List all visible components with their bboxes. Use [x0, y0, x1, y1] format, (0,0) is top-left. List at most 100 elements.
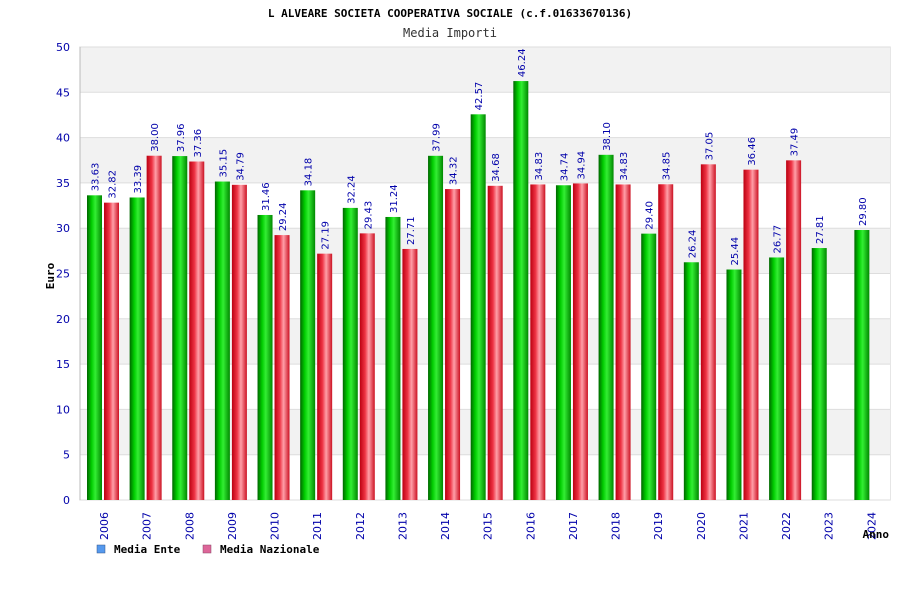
- data-label: 34.32: [449, 156, 460, 185]
- data-label: 32.24: [346, 175, 357, 204]
- y-axis-ticks: 0 5 10 15 20 25 30 35 40 45 50: [56, 41, 70, 507]
- x-tick-label: 2016: [524, 512, 537, 540]
- bar-ente: [428, 155, 444, 500]
- data-label: 33.63: [91, 163, 102, 192]
- data-label: 26.77: [773, 225, 784, 254]
- y-tick-label: 5: [63, 449, 70, 462]
- bar-nazionale: [445, 189, 461, 501]
- y-tick-label: 30: [56, 222, 70, 235]
- bar-nazionale: [231, 184, 247, 500]
- legend-label-media-nazionale: Media Nazionale: [220, 543, 320, 556]
- bar-ente: [385, 216, 401, 500]
- x-tick-label: 2021: [737, 512, 750, 540]
- data-label: 35.15: [218, 149, 229, 178]
- bar-nazionale: [786, 160, 802, 500]
- legend-swatch-media-ente: [96, 544, 106, 554]
- y-tick-label: 15: [56, 358, 70, 371]
- data-label: 34.68: [491, 153, 502, 182]
- data-label: 26.24: [687, 230, 698, 259]
- data-label: 34.83: [619, 152, 630, 181]
- y-tick-label: 25: [56, 268, 70, 281]
- bar-nazionale: [317, 253, 333, 500]
- data-label: 34.79: [235, 152, 246, 181]
- x-tick-label: 2007: [141, 512, 154, 540]
- y-axis-label: Euro: [44, 262, 57, 289]
- data-label: 27.71: [406, 216, 417, 245]
- bar-ente: [513, 81, 529, 500]
- x-tick-label: 2006: [98, 512, 111, 540]
- data-label: 34.85: [662, 152, 673, 181]
- bar-ente: [555, 185, 571, 500]
- data-label: 46.24: [517, 48, 528, 77]
- y-tick-label: 50: [56, 41, 70, 54]
- bar-ente: [342, 207, 358, 501]
- x-tick-label: 2020: [695, 512, 708, 540]
- y-tick-label: 40: [56, 132, 70, 145]
- data-label: 29.80: [858, 197, 869, 226]
- data-label: 29.40: [645, 201, 656, 230]
- bar-ente: [87, 195, 102, 500]
- x-tick-label: 2015: [482, 512, 495, 540]
- x-tick-label: 2013: [396, 512, 409, 540]
- data-label: 37.96: [176, 123, 187, 152]
- bar-ente: [470, 114, 486, 501]
- data-label: 37.99: [432, 123, 443, 152]
- data-label: 32.82: [108, 170, 119, 199]
- bar-nazionale: [530, 184, 546, 501]
- bar-ente: [769, 257, 785, 500]
- bar-ente: [811, 248, 827, 500]
- bar-nazionale: [658, 184, 674, 500]
- data-label: 34.94: [576, 151, 587, 180]
- data-label: 42.57: [474, 82, 485, 111]
- data-label: 34.74: [559, 153, 570, 182]
- data-label: 27.19: [321, 221, 332, 250]
- data-label: 38.10: [602, 122, 613, 151]
- data-label: 31.24: [389, 184, 400, 213]
- x-axis-ticks: 2006 2007 2008 2009 2010 2011 2012 2013 2014 2015…: [98, 512, 878, 540]
- data-label: 33.39: [133, 165, 144, 194]
- y-tick-label: 0: [63, 494, 70, 507]
- bar-nazionale: [700, 164, 716, 500]
- x-tick-label: 2012: [354, 512, 367, 540]
- x-tick-label: 2008: [183, 512, 196, 540]
- bar-ente: [598, 154, 614, 500]
- y-tick-label: 35: [56, 177, 70, 190]
- data-label: 25.44: [730, 237, 741, 266]
- data-label: 31.46: [261, 182, 272, 211]
- data-label: 27.81: [815, 215, 826, 244]
- y-tick-label: 20: [56, 313, 70, 326]
- x-tick-label: 2018: [610, 512, 623, 540]
- x-tick-label: 2014: [439, 512, 452, 540]
- data-label: 34.18: [304, 158, 315, 187]
- bar-ente: [726, 269, 742, 500]
- bar-nazionale: [572, 183, 588, 500]
- bar-ente: [854, 230, 870, 500]
- x-axis-label: Anno: [863, 528, 890, 541]
- bar-nazionale: [146, 155, 162, 500]
- chart-title: L ALVEARE SOCIETA COOPERATIVA SOCIALE (c…: [268, 7, 632, 20]
- bar-ente: [641, 233, 657, 501]
- bar-nazionale: [274, 235, 290, 500]
- bars: [87, 81, 870, 501]
- x-tick-label: 2019: [652, 512, 665, 540]
- x-tick-label: 2024: [865, 512, 878, 540]
- x-tick-label: 2011: [311, 512, 324, 540]
- data-label: 29.43: [363, 201, 374, 230]
- bar-nazionale: [743, 169, 759, 500]
- chart-subtitle: Media Importi: [403, 26, 497, 40]
- bar-nazionale: [359, 233, 375, 500]
- y-tick-label: 45: [56, 86, 70, 99]
- y-tick-label: 10: [56, 403, 70, 416]
- data-label: 34.83: [534, 152, 545, 181]
- data-label: 36.46: [747, 137, 758, 166]
- data-label: 29.24: [278, 202, 289, 231]
- bar-ente: [300, 190, 316, 500]
- bar-ente: [172, 156, 188, 500]
- x-tick-label: 2010: [269, 512, 282, 540]
- bar-nazionale: [487, 185, 503, 500]
- data-label: 38.00: [150, 123, 161, 152]
- bar-ente: [214, 181, 230, 500]
- bar-ente: [257, 214, 273, 500]
